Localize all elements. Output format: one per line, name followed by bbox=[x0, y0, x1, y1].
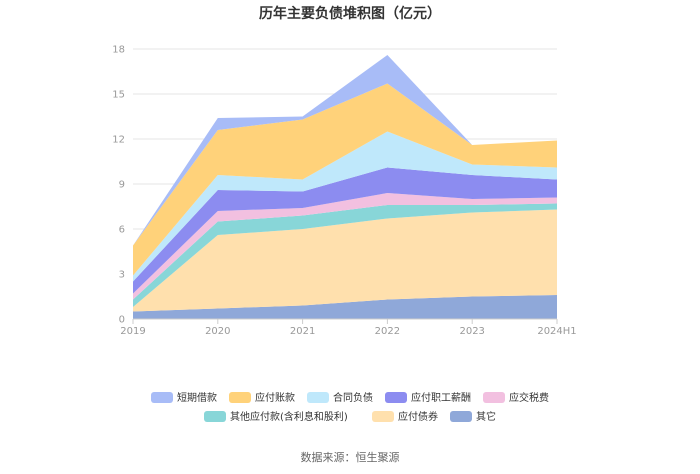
area-series-3 bbox=[133, 193, 557, 300]
y-tick-label: 3 bbox=[119, 270, 125, 281]
legend-item[interactable]: 应付债券 bbox=[372, 410, 438, 423]
x-tick-label: 2024H1 bbox=[537, 326, 576, 337]
legend-label: 应付职工薪酬 bbox=[411, 391, 471, 404]
legend-label: 应付账款 bbox=[255, 391, 295, 404]
y-tick-label: 9 bbox=[119, 180, 125, 191]
legend-label: 合同负债 bbox=[333, 391, 373, 404]
x-tick-label: 2019 bbox=[120, 326, 145, 337]
legend-swatch bbox=[450, 411, 472, 422]
area-series-6 bbox=[133, 83, 557, 276]
area-series-4 bbox=[133, 167, 557, 294]
area-series-2 bbox=[133, 203, 557, 307]
x-tick-label: 2021 bbox=[290, 326, 315, 337]
data-source: 数据来源：恒生聚源 bbox=[301, 450, 400, 464]
legend-item[interactable]: 合同负债 bbox=[307, 391, 373, 404]
legend-label: 其它 bbox=[476, 410, 496, 423]
legend-swatch bbox=[385, 392, 407, 403]
legend-item[interactable]: 应交税费 bbox=[483, 391, 549, 404]
legend-label: 短期借款 bbox=[177, 391, 217, 404]
y-tick-label: 18 bbox=[112, 45, 125, 56]
legend-label: 应交税费 bbox=[509, 391, 549, 404]
area-series-5 bbox=[133, 131, 557, 282]
legend-label: 应付债券 bbox=[398, 410, 438, 423]
y-tick-label: 15 bbox=[112, 90, 125, 101]
y-tick-label: 0 bbox=[119, 315, 125, 326]
legend-item[interactable]: 短期借款 bbox=[151, 391, 217, 404]
legend-item[interactable]: 其它 bbox=[450, 410, 496, 423]
legend-label: 其他应付款(含利息和股利) bbox=[230, 410, 348, 423]
chart-title: 历年主要负债堆积图（亿元） bbox=[259, 5, 441, 22]
legend-item[interactable]: 应付账款 bbox=[229, 391, 295, 404]
area-series-0 bbox=[133, 295, 557, 319]
legend-swatch bbox=[483, 392, 505, 403]
legend-swatch bbox=[307, 392, 329, 403]
legend-swatch bbox=[151, 392, 173, 403]
y-tick-label: 6 bbox=[119, 225, 125, 236]
x-tick-label: 2020 bbox=[205, 326, 230, 337]
stacked-areas bbox=[133, 55, 557, 319]
legend-item[interactable]: 应付职工薪酬 bbox=[385, 391, 471, 404]
legend-swatch bbox=[372, 411, 394, 422]
area-series-1 bbox=[133, 209, 557, 312]
area-series-7 bbox=[133, 55, 557, 246]
legend-swatch bbox=[204, 411, 226, 422]
x-tick-label: 2023 bbox=[459, 326, 484, 337]
y-tick-label: 12 bbox=[112, 135, 125, 146]
legend-item[interactable]: 其他应付款(含利息和股利) bbox=[204, 410, 348, 423]
legend-swatch bbox=[229, 392, 251, 403]
axes: 0 3 6 9 12 15 18 2019 2020 2021 2022 2023 2024H1 bbox=[112, 45, 576, 338]
x-tick-label: 2022 bbox=[375, 326, 400, 337]
